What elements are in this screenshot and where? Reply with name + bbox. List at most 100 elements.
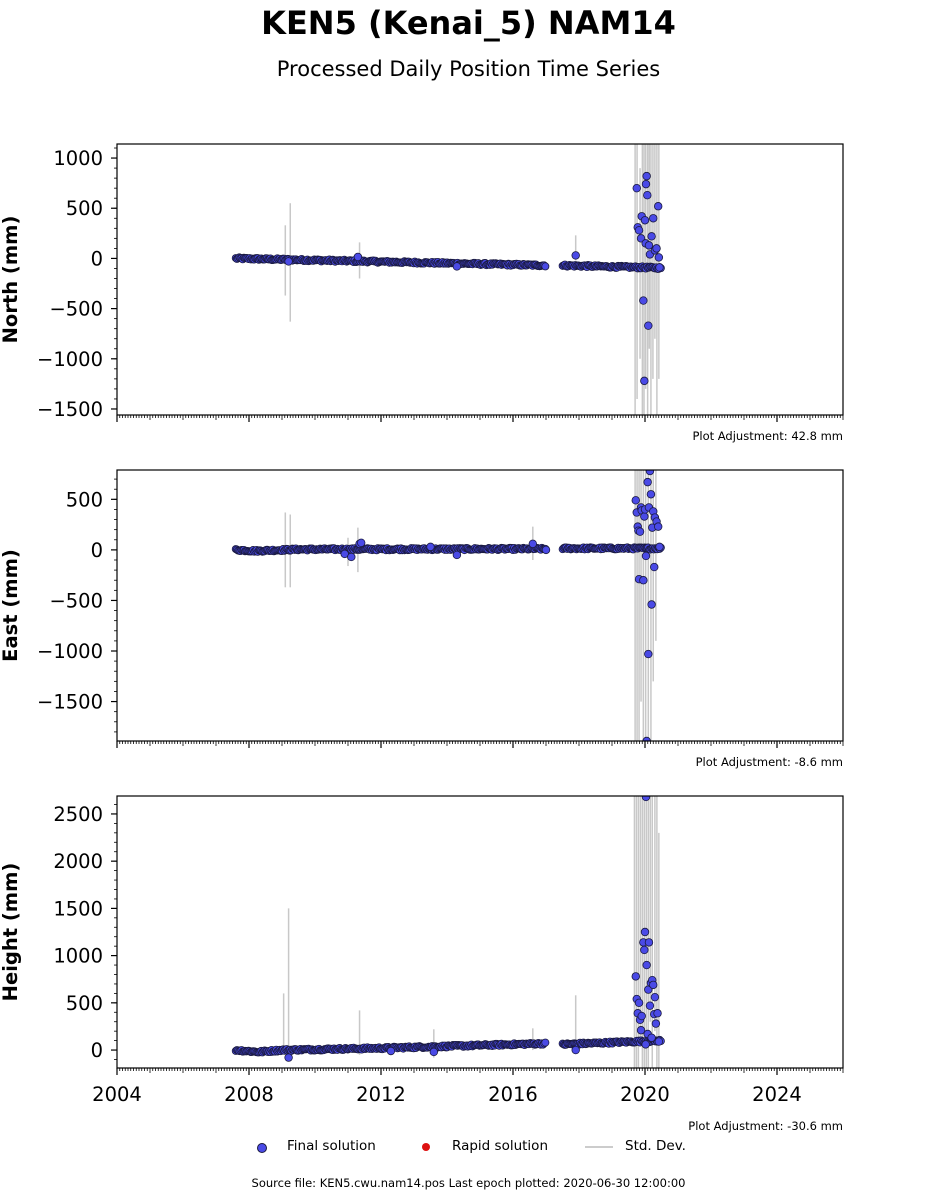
chart-title: KEN5 (Kenai_5) NAM14: [261, 4, 676, 42]
east-axes-frame: [116, 469, 844, 742]
north-y-tick-label: −1000: [37, 348, 103, 371]
height-data-point: [651, 1019, 661, 1028]
north-data-point: [654, 202, 663, 211]
rapid-solution-marker-icon: [422, 1143, 430, 1151]
east-data-point: [640, 512, 649, 521]
north-y-tick-label: −500: [49, 298, 103, 321]
east-panel: 500 0 −500 −1000 −1500 East (mm): [0, 469, 844, 748]
north-data-point: [644, 321, 653, 330]
north-data-point: [641, 179, 651, 189]
north-y-tick-label: 500: [66, 197, 103, 220]
std-dev-line-icon: [585, 1146, 613, 1148]
east-data-point: [644, 649, 653, 659]
height-y-axis-label: Height (mm): [0, 863, 22, 1002]
north-data-point: [541, 262, 550, 271]
north-plot-adjustment: Plot Adjustment: 42.8 mm: [692, 429, 843, 443]
height-data-point: [644, 938, 654, 947]
legend-final-label: Final solution: [287, 1138, 376, 1154]
height-x-tick-label: 2020: [620, 1083, 670, 1106]
north-data-point: [642, 171, 651, 181]
east-data-point: [635, 527, 645, 536]
east-data-point: [654, 522, 663, 531]
north-data-point: [571, 251, 580, 260]
east-plot-area: [231, 470, 665, 741]
east-y-tick-label: −500: [49, 589, 103, 612]
north-y-tick-label: −1500: [37, 398, 103, 421]
east-data-point: [452, 550, 462, 560]
east-y-axis-label: East (mm): [0, 549, 22, 662]
north-data-point: [654, 253, 664, 262]
east-y-tick-label: −1000: [37, 640, 103, 663]
east-data-point: [631, 496, 640, 505]
north-data-point: [640, 216, 650, 225]
east-data-point: [645, 470, 655, 476]
east-data-point: [347, 552, 356, 562]
height-y-tick-label: 2000: [53, 850, 103, 873]
north-data-point: [640, 376, 649, 386]
east-data-point: [646, 490, 656, 499]
north-plot-area: [231, 144, 665, 415]
height-data-point: [645, 1001, 655, 1010]
height-data-point: [640, 927, 650, 937]
height-data-point: [650, 992, 660, 1002]
north-data-point: [643, 190, 652, 200]
chart-subtitle: Processed Daily Position Time Series: [276, 57, 661, 81]
height-plot-adjustment: Plot Adjustment: -30.6 mm: [688, 1119, 843, 1133]
north-axes-frame: [116, 143, 844, 416]
north-data-point: [639, 296, 648, 305]
height-data-point: [647, 1033, 656, 1042]
height-y-tick-label: 1500: [53, 897, 103, 920]
north-data-point: [655, 263, 664, 272]
height-x-tick-label: 2016: [488, 1083, 538, 1106]
north-panel: 1000 500 0 −500 −1000 −1500 North (mm): [0, 143, 844, 422]
height-data-point: [649, 980, 658, 990]
height-data-point: [636, 1026, 646, 1035]
east-plot-adjustment: Plot Adjustment: -8.6 mm: [695, 755, 843, 769]
east-data-point: [641, 551, 651, 561]
north-data-point: [452, 262, 462, 271]
legend: Final solution Rapid solution Std. Dev.: [0, 1136, 937, 1160]
height-data-point: [641, 1040, 650, 1049]
north-data-point: [353, 252, 363, 262]
north-y-tick-label: 0: [91, 247, 103, 270]
height-data-point: [386, 1046, 396, 1056]
east-data-point: [647, 600, 656, 609]
height-data-point: [571, 1045, 580, 1055]
north-data-point: [644, 241, 654, 250]
height-data-point: [654, 1037, 664, 1046]
east-data-point: [528, 539, 537, 549]
east-data-point: [357, 538, 366, 548]
height-x-tick-label: 2008: [224, 1083, 274, 1106]
legend-std-label: Std. Dev.: [625, 1138, 686, 1154]
east-y-tick-label: 500: [66, 488, 103, 511]
east-y-tick-label: 0: [91, 539, 103, 562]
east-data-point: [639, 576, 648, 585]
east-data-point: [426, 542, 435, 552]
height-x-tick-label: 2024: [752, 1083, 802, 1106]
north-data-point: [284, 257, 293, 266]
north-data-point: [652, 244, 661, 253]
north-y-tick-label: 1000: [53, 147, 103, 170]
height-data-point: [429, 1047, 438, 1057]
height-plot-area: [231, 796, 665, 1068]
height-data-point: [631, 972, 640, 981]
height-data-point: [541, 1038, 550, 1047]
height-data-point: [284, 1053, 293, 1062]
north-data-point: [649, 214, 658, 223]
east-data-point: [655, 542, 664, 552]
legend-rapid-label: Rapid solution: [452, 1138, 548, 1154]
height-x-tick-label: 2012: [356, 1083, 406, 1106]
east-data-point: [643, 477, 652, 487]
height-panel: 2500 2000 1500 1000 500 0 2004 2008 2012 2016 2020…: [0, 795, 844, 1106]
east-data-point: [642, 736, 651, 741]
height-axes-frame: [116, 795, 844, 1069]
east-data-point: [541, 545, 551, 555]
final-solution-marker-icon: [257, 1143, 267, 1153]
height-data-point: [641, 796, 651, 802]
north-data-point: [647, 232, 656, 241]
source-file-note: Source file: KEN5.cwu.nam14.pos Last epo…: [251, 1176, 686, 1190]
north-data-point: [632, 183, 641, 193]
height-data-point: [637, 1011, 646, 1021]
height-data-point: [640, 945, 649, 955]
